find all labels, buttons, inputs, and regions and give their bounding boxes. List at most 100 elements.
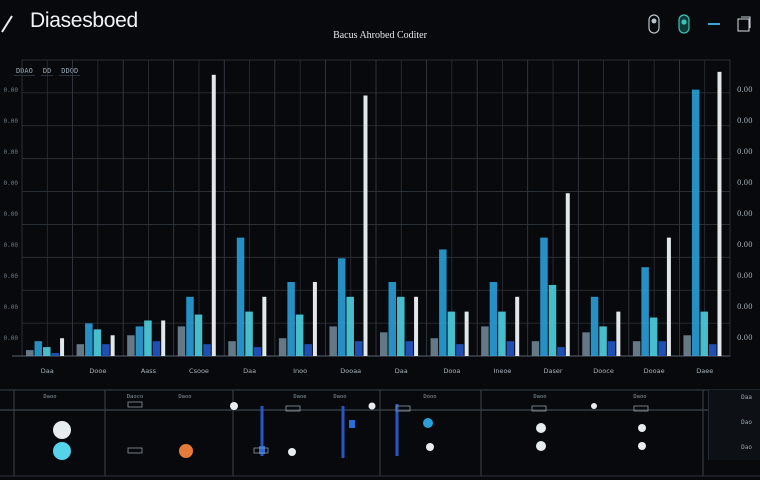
chart-bar bbox=[565, 193, 570, 356]
chart-bar bbox=[194, 314, 203, 356]
chart-bar bbox=[93, 329, 102, 356]
chart-bar bbox=[632, 341, 641, 356]
chart-bar bbox=[34, 341, 43, 356]
side-label: Dao bbox=[741, 444, 752, 451]
toolbar-chip[interactable]: DDOD bbox=[59, 67, 81, 76]
chart-bar bbox=[287, 282, 295, 356]
chart-bars bbox=[26, 71, 722, 357]
chart-bar bbox=[414, 296, 419, 356]
x-tick-label: Dooe bbox=[89, 367, 106, 375]
chart-bar bbox=[388, 282, 397, 356]
x-tick-label: Daa bbox=[395, 367, 408, 375]
y-tick-label-left: 0.00 bbox=[4, 335, 19, 342]
x-tick-label: Dooce bbox=[593, 367, 614, 375]
chart-bar bbox=[641, 267, 649, 356]
x-tick-label: Csooe bbox=[189, 367, 209, 375]
chart-bar bbox=[658, 341, 666, 356]
y-tick-label-left: 0.00 bbox=[4, 180, 19, 187]
chart-bar bbox=[203, 344, 211, 356]
timeline-marker bbox=[426, 443, 434, 451]
y-tick-label-right: 0.00 bbox=[737, 210, 753, 218]
y-tick-label-right: 0.00 bbox=[737, 241, 753, 249]
timeline-chip-icon bbox=[127, 401, 143, 408]
toggle-active-icon[interactable] bbox=[676, 14, 692, 34]
bar-chart: 0.00 0.00 0.00 0.00 0.00 0.00 0.00 0.00 0.00 0.0… bbox=[4, 59, 753, 375]
x-tick-label: Aass bbox=[141, 367, 157, 375]
chart-bar bbox=[177, 326, 186, 356]
chart-bar bbox=[481, 326, 489, 356]
chart-bar bbox=[186, 296, 194, 356]
chart-bar bbox=[582, 332, 590, 356]
chart-bar bbox=[607, 341, 616, 356]
chart-bar bbox=[691, 89, 700, 356]
chart-bar bbox=[337, 258, 346, 356]
chart-bar bbox=[649, 317, 658, 356]
minimize-icon[interactable] bbox=[706, 14, 722, 34]
toolbar-chip[interactable]: DDAO bbox=[14, 67, 35, 76]
chart-bar bbox=[135, 326, 144, 356]
chart-bar bbox=[405, 341, 414, 356]
chart-bar bbox=[363, 95, 368, 357]
chart-bar bbox=[43, 347, 51, 356]
chart-bar bbox=[312, 282, 317, 356]
y-tick-label-left: 0.00 bbox=[4, 273, 19, 280]
chart-bar bbox=[557, 347, 565, 356]
timeline-label: Daoo bbox=[533, 394, 546, 400]
timeline-chip-icon bbox=[633, 405, 649, 412]
y-tick-label-left: 0.00 bbox=[4, 211, 19, 218]
timeline-marker bbox=[53, 421, 71, 439]
side-panel: Daa Dao Dao bbox=[708, 390, 760, 460]
chart-bar bbox=[127, 335, 135, 356]
timeline-label: Daoco bbox=[127, 394, 144, 400]
chart-bar bbox=[599, 326, 607, 356]
timeline-label: Daoo bbox=[633, 394, 646, 400]
y-tick-label-right: 0.00 bbox=[737, 334, 753, 342]
side-label: Daa bbox=[741, 394, 752, 401]
window-icon[interactable] bbox=[736, 14, 752, 34]
timeline-marker bbox=[288, 448, 296, 456]
chart-bar bbox=[380, 332, 388, 356]
timeline-marker bbox=[179, 444, 193, 458]
chart-bar bbox=[489, 282, 498, 356]
x-tick-label: Daa bbox=[243, 367, 256, 375]
chart-bar bbox=[700, 311, 708, 356]
chart-bar bbox=[236, 237, 245, 356]
header-icons bbox=[646, 14, 752, 34]
y-tick-label-left: 0.00 bbox=[4, 242, 19, 249]
timeline-marker bbox=[368, 402, 376, 410]
timeline-label: Daoo bbox=[333, 394, 346, 400]
y-tick-label-left: 0.00 bbox=[4, 87, 19, 94]
menu-icon[interactable] bbox=[0, 12, 14, 34]
chart-bar bbox=[548, 284, 557, 356]
y-tick-label-right: 0.00 bbox=[737, 148, 753, 156]
chart-bar bbox=[51, 353, 60, 356]
y-tick-label-right: 0.00 bbox=[737, 86, 753, 94]
app-title: Diasesboed bbox=[30, 9, 138, 32]
chart-bar bbox=[616, 311, 621, 356]
timeline-tick bbox=[259, 446, 265, 454]
chart-bar bbox=[498, 311, 506, 356]
y-tick-label-left: 0.00 bbox=[4, 118, 19, 125]
toggle-icon[interactable] bbox=[646, 14, 662, 34]
chart-bar bbox=[228, 341, 236, 356]
x-tick-label: Dooae bbox=[644, 367, 665, 375]
chart-bar bbox=[683, 335, 691, 356]
y-tick-label-left: 0.00 bbox=[4, 149, 19, 156]
timeline-label: Daoe bbox=[293, 394, 306, 400]
chart-bar bbox=[245, 311, 253, 356]
timeline-marker bbox=[591, 403, 597, 409]
timeline-marker bbox=[230, 402, 238, 410]
x-axis-labels: Daa Dooe Aass Csooe Daa Inoo Dooaa Daa Dooa Ineoe… bbox=[41, 367, 713, 375]
chart-bar bbox=[26, 350, 34, 356]
timeline-marker bbox=[53, 442, 71, 460]
chart-bar bbox=[262, 296, 267, 356]
x-tick-label: Inoo bbox=[293, 367, 307, 375]
timeline-marker bbox=[536, 423, 546, 433]
timeline-tick bbox=[349, 420, 355, 428]
timeline-chip-icon bbox=[531, 405, 547, 412]
timeline-chip-icon bbox=[285, 405, 301, 412]
app-header: Diasesboed bbox=[0, 0, 760, 44]
chart-bar bbox=[447, 311, 456, 356]
x-tick-label: Dooa bbox=[443, 367, 460, 375]
y-tick-label-right: 0.00 bbox=[737, 117, 753, 125]
